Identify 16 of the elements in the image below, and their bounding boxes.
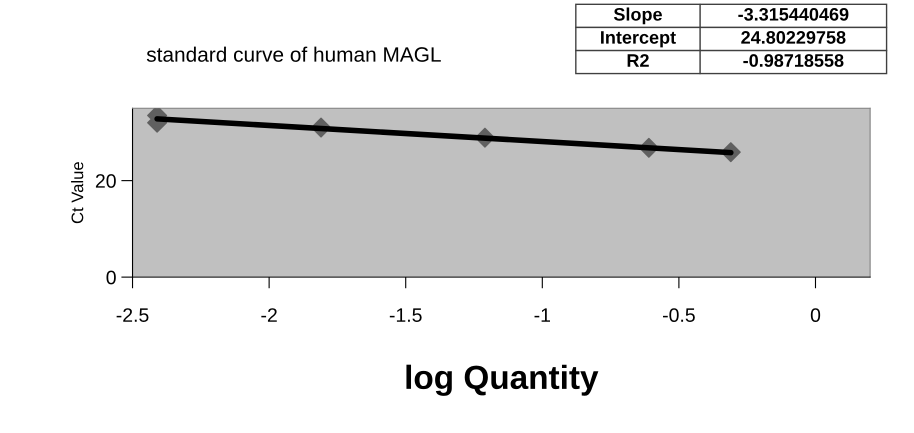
y-axis-title: Ct Value [71,162,84,224]
text: 24.80229758 [741,31,846,44]
x-axis-title: log Quantity [406,364,598,396]
x-tick-label: -0.5 [663,308,695,322]
x-tick-label: -2 [261,308,277,322]
text: Slope [614,7,662,24]
text: Intercept [601,31,676,48]
text: -0.98718558 [743,54,844,67]
x-tick-label: 0 [810,308,820,322]
x-tick-label: -2.5 [116,308,148,322]
text: R2 [628,54,649,67]
y-tick-label: 20 [96,174,116,188]
x-tick-label: -1 [534,308,550,322]
x-tick-label: -1.5 [390,308,422,322]
chart-title: standard curve of human MAGL [146,46,441,62]
text: -3.315440469 [738,8,848,21]
